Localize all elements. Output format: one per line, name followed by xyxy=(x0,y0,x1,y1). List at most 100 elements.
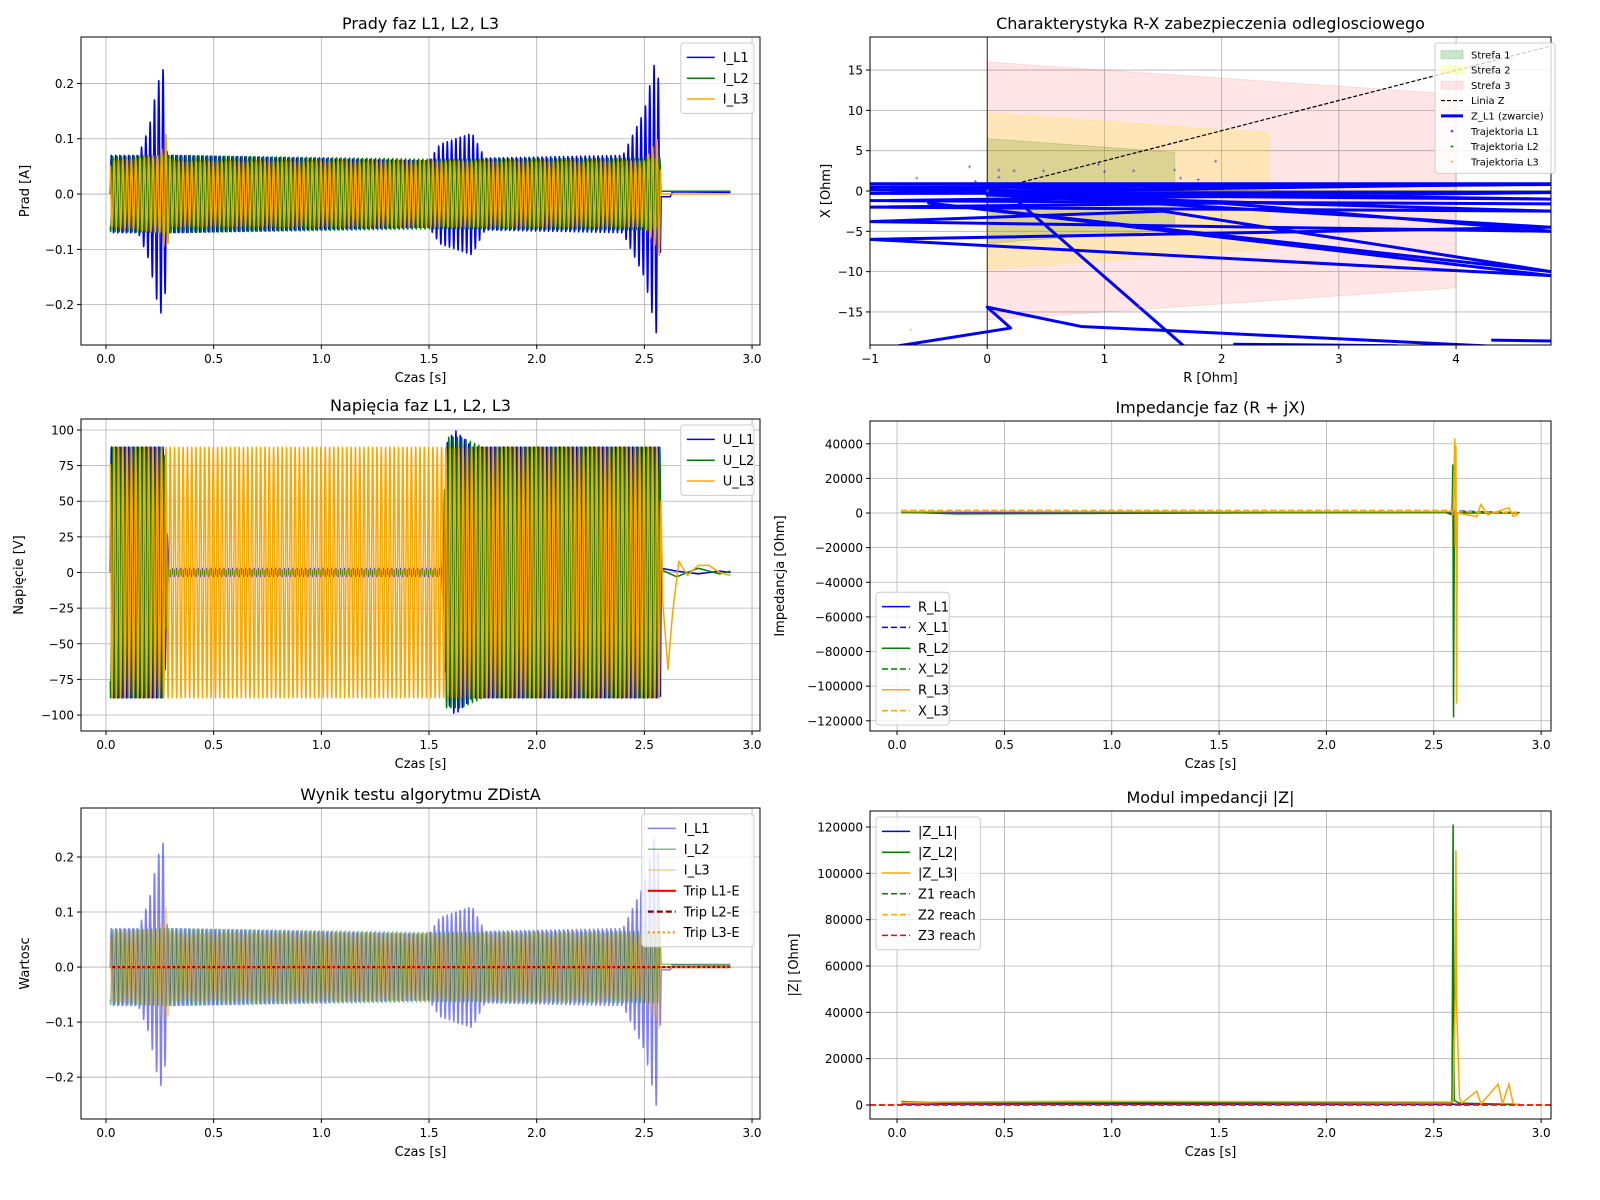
legend-box xyxy=(875,816,981,951)
y-tick-label: −50 xyxy=(49,637,74,651)
y-tick-label: −0.2 xyxy=(45,1071,74,1085)
y-tick-label: −0.1 xyxy=(45,1016,74,1030)
legend-label: U_L2 xyxy=(723,454,755,469)
axes-frame xyxy=(80,807,761,1120)
x-tick-label: 1.5 xyxy=(419,738,438,752)
legend-entry: Z2 reach xyxy=(882,908,976,923)
trajectory-point xyxy=(1196,178,1200,182)
legend-label: R_L3 xyxy=(918,683,949,698)
legend-entry: X_L3 xyxy=(882,704,949,719)
legend: Strefa 1 Strefa 2 Strefa 3 Linia Z Z_L1 (zwa… xyxy=(1434,42,1556,174)
y-axis-label: Wartosc xyxy=(18,937,33,989)
trajectory-point xyxy=(1173,168,1177,172)
legend-label: Trip L3-E xyxy=(683,926,740,941)
series-x_l3 xyxy=(901,509,1520,522)
x-tick-label: 1.0 xyxy=(312,1126,331,1140)
legend-entry: Trip L2-E xyxy=(647,905,740,920)
plot-area xyxy=(109,838,731,1106)
chart-title: Modul impedancji |Z| xyxy=(1126,788,1294,807)
legend-entry: Strefa 2 xyxy=(1440,65,1511,77)
legend-label: Z_L1 (zwarcie) xyxy=(1471,111,1544,122)
x-tick-label: 0 xyxy=(983,352,991,366)
x-tick-label: 0.5 xyxy=(204,1126,223,1140)
y-tick-label: 0.0 xyxy=(55,188,74,202)
y-tick-label: −10 xyxy=(838,265,863,279)
x-axis-label: Czas [s] xyxy=(395,757,447,772)
y-tick-label: −5 xyxy=(845,225,863,239)
x-tick-label: 2.5 xyxy=(1424,1126,1443,1140)
x-axis-label: Czas [s] xyxy=(1185,1145,1237,1160)
legend-entry: Trip L1-E xyxy=(647,884,740,899)
legend-entry: Strefa 1 xyxy=(1440,50,1511,61)
legend-entry: U_L1 xyxy=(686,433,754,448)
y-tick-label: −40000 xyxy=(815,576,863,590)
legend-box xyxy=(1434,42,1556,174)
legend-label: Trajektoria L1 xyxy=(1470,127,1539,138)
legend-label: I_L3 xyxy=(684,864,710,879)
x-tick-label: 0.5 xyxy=(204,738,223,752)
y-tick-label: 0.1 xyxy=(55,132,74,146)
x-tick-label: 1 xyxy=(1101,352,1109,366)
y-tick-label: 0.2 xyxy=(55,850,74,864)
y-tick-label: 20000 xyxy=(825,472,863,486)
legend-label: Z1 reach xyxy=(918,887,976,902)
legend-box xyxy=(680,424,755,496)
trajectory-point xyxy=(1102,170,1106,174)
legend-swatch xyxy=(1440,80,1464,90)
z-l1-fault-path xyxy=(870,182,1551,206)
legend-label: Z3 reach xyxy=(918,929,976,944)
trajectory-point xyxy=(1214,159,1218,163)
axes-frame xyxy=(869,810,1552,1120)
z-l1-fault-path xyxy=(1233,342,1398,345)
x-axis-label: Czas [s] xyxy=(395,371,447,386)
y-axis-label: X [Ohm] xyxy=(819,164,834,218)
legend-entry: Z3 reach xyxy=(882,929,976,944)
trajectory-point xyxy=(997,175,1001,179)
legend-label: R_L1 xyxy=(918,600,949,615)
subplot-5: 0.0 0.5 1.0 1.5 2.0 2.5 3.0 −0.2 −0.1 0.0 0.1 0.2 Wy… xyxy=(18,785,762,1160)
x-tick-label: 2.0 xyxy=(527,352,546,366)
x-tick-label: 3.0 xyxy=(742,738,761,752)
x-tick-label: 1.5 xyxy=(419,1126,438,1140)
trajectory-point xyxy=(968,165,972,169)
x-tick-label: 1.5 xyxy=(419,352,438,366)
subplot-4: 0.0 0.5 1.0 1.5 2.0 2.5 3.0 −120000 −100000 −8000… xyxy=(773,398,1552,772)
y-tick-label: 40000 xyxy=(825,1006,863,1020)
x-tick-label: 2.0 xyxy=(1317,1126,1336,1140)
trajectory-point xyxy=(997,168,1001,172)
series-r_l2 xyxy=(901,464,1520,718)
trajectory-point xyxy=(1138,304,1142,308)
legend-entry: Z_L1 (zwarcie) xyxy=(1441,111,1544,122)
legend-box xyxy=(641,813,755,948)
z-l1-fault-path xyxy=(894,305,1499,345)
legend-label: Strefa 1 xyxy=(1471,50,1511,61)
series--z_l2- xyxy=(901,824,1520,1106)
series-u_l3 xyxy=(109,446,731,699)
legend-entry: |Z_L1| xyxy=(882,825,958,840)
legend-entry: Strefa 3 xyxy=(1440,80,1511,92)
y-axis-label: |Z| [Ohm] xyxy=(787,933,802,996)
legend-entry: U_L2 xyxy=(686,454,755,469)
legend-entry: |Z_L2| xyxy=(882,846,958,861)
legend-entry: R_L2 xyxy=(882,642,949,657)
y-tick-label: −15 xyxy=(838,305,863,319)
x-tick-label: 4 xyxy=(1452,352,1460,366)
x-tick-label: 0.0 xyxy=(888,738,907,752)
series-i_l3 xyxy=(109,906,731,1030)
x-tick-label: 3.0 xyxy=(742,352,761,366)
trajectory-point xyxy=(1041,169,1045,173)
trajectory-point xyxy=(1132,169,1136,173)
trajectory-point xyxy=(915,176,919,180)
legend-entry: |Z_L3| xyxy=(882,867,958,882)
x-tick-label: 1.0 xyxy=(312,738,331,752)
legend-label: I_L1 xyxy=(684,822,710,837)
x-tick-label: 3.0 xyxy=(742,1126,761,1140)
y-tick-label: −100000 xyxy=(807,680,863,694)
legend-entry: R_L3 xyxy=(882,683,949,698)
x-tick-label: 2.5 xyxy=(635,1126,654,1140)
series-i_l3 xyxy=(109,133,731,257)
x-tick-label: 1.0 xyxy=(1102,1126,1121,1140)
legend-label: I_L2 xyxy=(684,843,710,858)
legend-label: Linia Z xyxy=(1471,96,1505,107)
x-tick-label: 3 xyxy=(1335,352,1343,366)
